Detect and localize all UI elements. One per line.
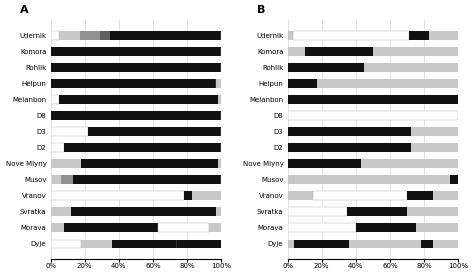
Bar bbox=[218, 95, 221, 104]
Bar bbox=[218, 159, 221, 168]
Bar bbox=[288, 31, 293, 40]
Text: A: A bbox=[20, 5, 28, 15]
Bar bbox=[349, 240, 421, 248]
Bar bbox=[288, 175, 294, 184]
Bar bbox=[433, 191, 458, 200]
Bar bbox=[288, 207, 347, 216]
Bar bbox=[313, 191, 407, 200]
Bar bbox=[305, 47, 373, 56]
Bar bbox=[365, 63, 458, 72]
Bar bbox=[288, 47, 305, 56]
Bar bbox=[192, 191, 221, 200]
Bar bbox=[59, 95, 218, 104]
Bar bbox=[288, 191, 313, 200]
Bar bbox=[288, 79, 317, 88]
Bar bbox=[158, 224, 210, 232]
Bar bbox=[73, 175, 221, 184]
Bar bbox=[51, 224, 64, 232]
Bar bbox=[421, 240, 433, 248]
Bar bbox=[288, 143, 410, 152]
Bar bbox=[51, 191, 184, 200]
Bar bbox=[82, 159, 218, 168]
Bar bbox=[88, 127, 221, 136]
Bar bbox=[356, 224, 416, 232]
Bar bbox=[110, 31, 221, 40]
Bar bbox=[52, 175, 61, 184]
Bar bbox=[416, 224, 458, 232]
Bar bbox=[51, 31, 59, 40]
Bar bbox=[64, 143, 221, 152]
Bar bbox=[184, 191, 192, 200]
Bar bbox=[347, 207, 407, 216]
Bar bbox=[288, 111, 458, 120]
Bar bbox=[410, 143, 458, 152]
Bar bbox=[294, 240, 349, 248]
Bar bbox=[112, 240, 177, 248]
Bar bbox=[51, 111, 221, 120]
Bar bbox=[294, 175, 450, 184]
Bar bbox=[177, 240, 221, 248]
Bar bbox=[409, 31, 429, 40]
Bar bbox=[433, 240, 458, 248]
Text: B: B bbox=[257, 5, 265, 15]
Bar bbox=[51, 143, 64, 152]
Bar bbox=[288, 240, 294, 248]
Bar bbox=[407, 207, 458, 216]
Bar bbox=[71, 207, 216, 216]
Bar bbox=[82, 240, 112, 248]
Bar bbox=[51, 159, 82, 168]
Bar bbox=[407, 191, 433, 200]
Bar bbox=[288, 159, 361, 168]
Bar bbox=[216, 79, 221, 88]
Bar bbox=[51, 127, 88, 136]
Bar bbox=[216, 207, 221, 216]
Bar bbox=[59, 31, 80, 40]
Bar bbox=[64, 224, 158, 232]
Bar bbox=[80, 31, 100, 40]
Bar bbox=[51, 240, 82, 248]
Bar bbox=[210, 224, 221, 232]
Bar bbox=[373, 47, 458, 56]
Bar bbox=[51, 63, 221, 72]
Bar bbox=[51, 47, 221, 56]
Bar bbox=[51, 79, 216, 88]
Bar bbox=[317, 79, 458, 88]
Bar bbox=[288, 63, 365, 72]
Bar bbox=[429, 31, 458, 40]
Bar bbox=[51, 95, 59, 104]
Bar bbox=[361, 159, 458, 168]
Bar bbox=[450, 175, 458, 184]
Bar bbox=[51, 207, 71, 216]
Bar bbox=[293, 31, 409, 40]
Bar bbox=[288, 127, 410, 136]
Bar bbox=[410, 127, 458, 136]
Bar bbox=[51, 175, 52, 184]
Bar bbox=[288, 224, 356, 232]
Bar bbox=[288, 95, 458, 104]
Bar bbox=[100, 31, 110, 40]
Bar bbox=[61, 175, 73, 184]
